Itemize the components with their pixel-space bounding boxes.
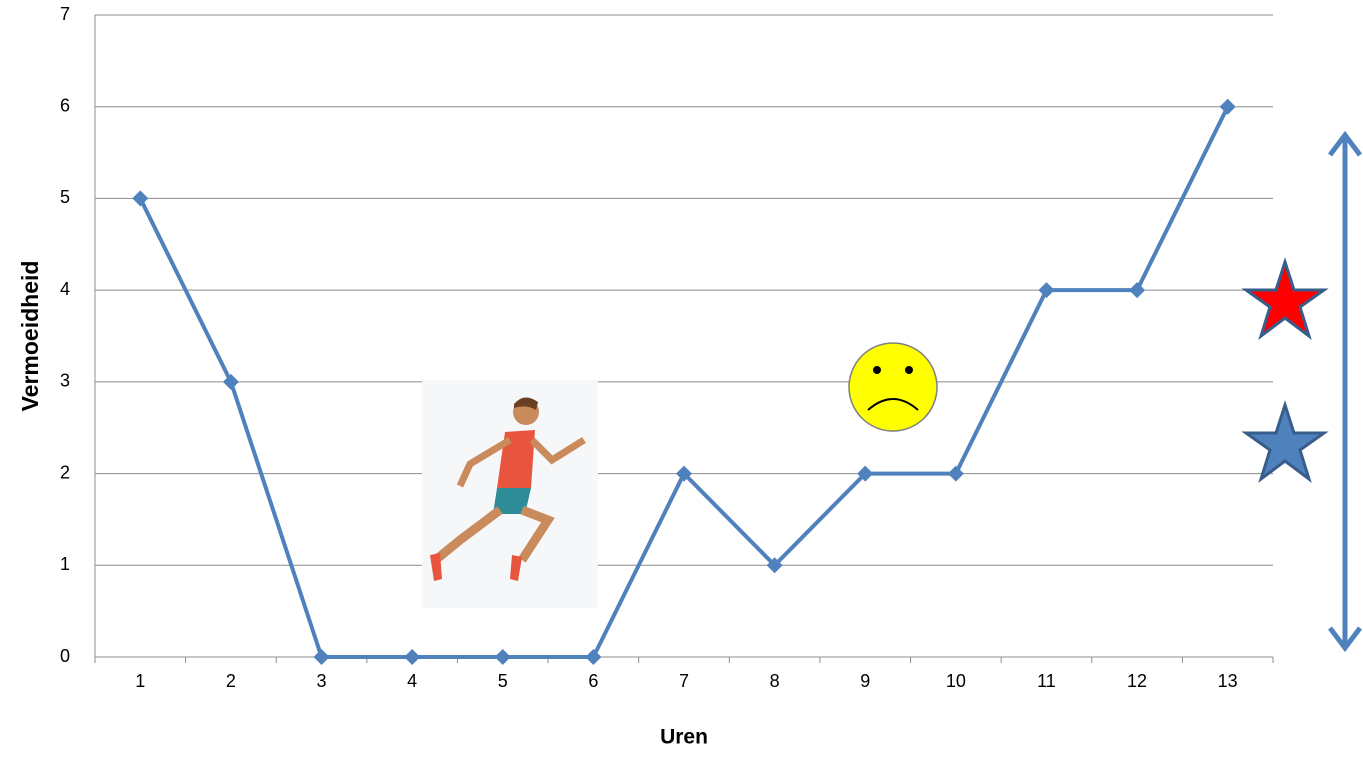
x-tick-label: 1 — [135, 671, 145, 691]
data-marker — [223, 374, 239, 390]
y-tick-label: 6 — [60, 95, 70, 115]
x-tick-label: 4 — [407, 671, 417, 691]
x-tick-label: 8 — [770, 671, 780, 691]
x-tick-label: 7 — [679, 671, 689, 691]
y-axis-label: Vermoeidheid — [17, 261, 43, 412]
y-tick-label: 3 — [60, 371, 70, 391]
y-tick-label: 2 — [60, 462, 70, 482]
y-tick-label: 4 — [60, 279, 70, 299]
data-marker — [132, 190, 148, 206]
data-marker — [948, 466, 964, 482]
x-tick-label: 9 — [860, 671, 870, 691]
x-tick-label: 2 — [226, 671, 236, 691]
data-marker — [1129, 282, 1145, 298]
data-marker — [404, 649, 420, 665]
blue-star — [1246, 405, 1324, 479]
x-tick-label: 11 — [1037, 671, 1056, 691]
x-tick-label: 6 — [588, 671, 598, 691]
data-marker — [314, 649, 330, 665]
x-axis-label: Uren — [660, 726, 708, 749]
red-star — [1246, 262, 1324, 336]
x-tick-label: 10 — [946, 671, 966, 691]
y-tick-label: 0 — [60, 646, 70, 666]
runner-image — [422, 380, 598, 608]
sad-face — [849, 343, 937, 431]
chart: Uren Vermoeidheid 0123456712345678910111… — [0, 0, 1363, 754]
x-tick-label: 5 — [498, 671, 508, 691]
data-marker — [495, 649, 511, 665]
data-marker — [585, 649, 601, 665]
y-tick-label: 7 — [60, 4, 70, 24]
data-marker — [1220, 99, 1236, 115]
x-tick-label: 12 — [1127, 671, 1147, 691]
x-tick-label: 3 — [317, 671, 327, 691]
data-marker — [1038, 282, 1054, 298]
y-tick-label: 5 — [60, 187, 70, 207]
y-tick-label: 1 — [60, 554, 70, 574]
double-arrow — [1330, 135, 1360, 648]
x-tick-label: 13 — [1218, 671, 1238, 691]
